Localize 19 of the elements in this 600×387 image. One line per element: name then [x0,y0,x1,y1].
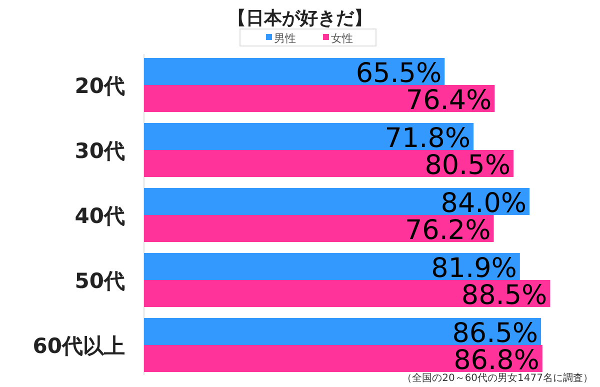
y-tick-label: 40代 [74,204,125,228]
y-tick-label: 50代 [74,269,125,293]
bar [144,280,550,307]
chart-title: 【日本が好きだ】 [228,8,372,29]
y-tick-label: 30代 [74,139,125,163]
bar [144,123,474,150]
bar [144,318,542,345]
bar [144,188,530,215]
bar [144,345,542,372]
bar [144,150,514,177]
data-label: 86.5% [452,318,538,349]
legend-label: 男性 [274,32,296,45]
bar [144,253,520,280]
legend-label: 女性 [331,32,353,45]
y-tick-label: 20代 [74,74,125,98]
y-tick-label: 60代以上 [32,334,125,358]
bar [144,215,494,242]
bar [144,85,495,112]
bar [144,58,445,85]
